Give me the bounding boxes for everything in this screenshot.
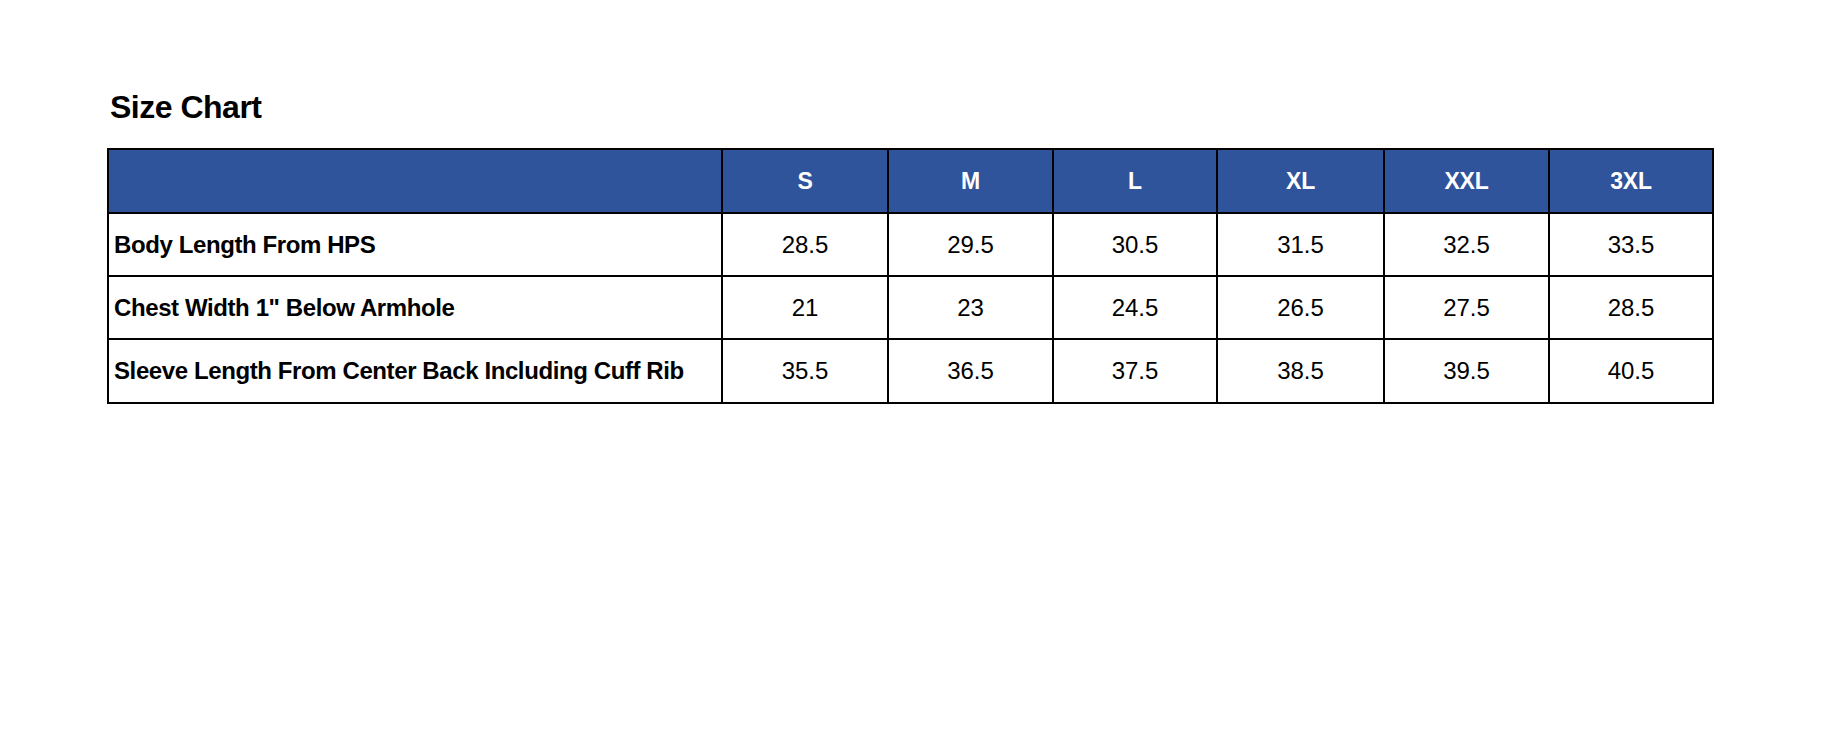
table-cell: 38.5 (1217, 339, 1384, 403)
table-cell: 27.5 (1384, 276, 1549, 339)
table-cell: 21 (722, 276, 888, 339)
table-cell: 30.5 (1053, 213, 1217, 276)
column-header-xxl: XXL (1384, 149, 1549, 213)
page-title: Size Chart (110, 88, 261, 126)
size-chart-table: S M L XL XXL 3XL Body Length From HPS 28… (107, 148, 1714, 404)
table-row-sleeve-length: Sleeve Length From Center Back Including… (108, 339, 1713, 403)
table-header-row: S M L XL XXL 3XL (108, 149, 1713, 213)
column-header-l: L (1053, 149, 1217, 213)
column-header-xl: XL (1217, 149, 1384, 213)
column-header-m: M (888, 149, 1053, 213)
row-label: Sleeve Length From Center Back Including… (108, 339, 722, 403)
table-cell: 32.5 (1384, 213, 1549, 276)
column-header-s: S (722, 149, 888, 213)
column-header-3xl: 3XL (1549, 149, 1713, 213)
table-cell: 36.5 (888, 339, 1053, 403)
table-cell: 26.5 (1217, 276, 1384, 339)
table-cell: 24.5 (1053, 276, 1217, 339)
row-label: Body Length From HPS (108, 213, 722, 276)
table-cell: 28.5 (722, 213, 888, 276)
table-row-chest-width: Chest Width 1" Below Armhole 21 23 24.5 … (108, 276, 1713, 339)
column-header-empty (108, 149, 722, 213)
table-cell: 33.5 (1549, 213, 1713, 276)
table-cell: 28.5 (1549, 276, 1713, 339)
table-cell: 29.5 (888, 213, 1053, 276)
table-cell: 31.5 (1217, 213, 1384, 276)
table-cell: 37.5 (1053, 339, 1217, 403)
table-cell: 39.5 (1384, 339, 1549, 403)
table-cell: 35.5 (722, 339, 888, 403)
table-row-body-length: Body Length From HPS 28.5 29.5 30.5 31.5… (108, 213, 1713, 276)
table-cell: 23 (888, 276, 1053, 339)
table-cell: 40.5 (1549, 339, 1713, 403)
row-label: Chest Width 1" Below Armhole (108, 276, 722, 339)
